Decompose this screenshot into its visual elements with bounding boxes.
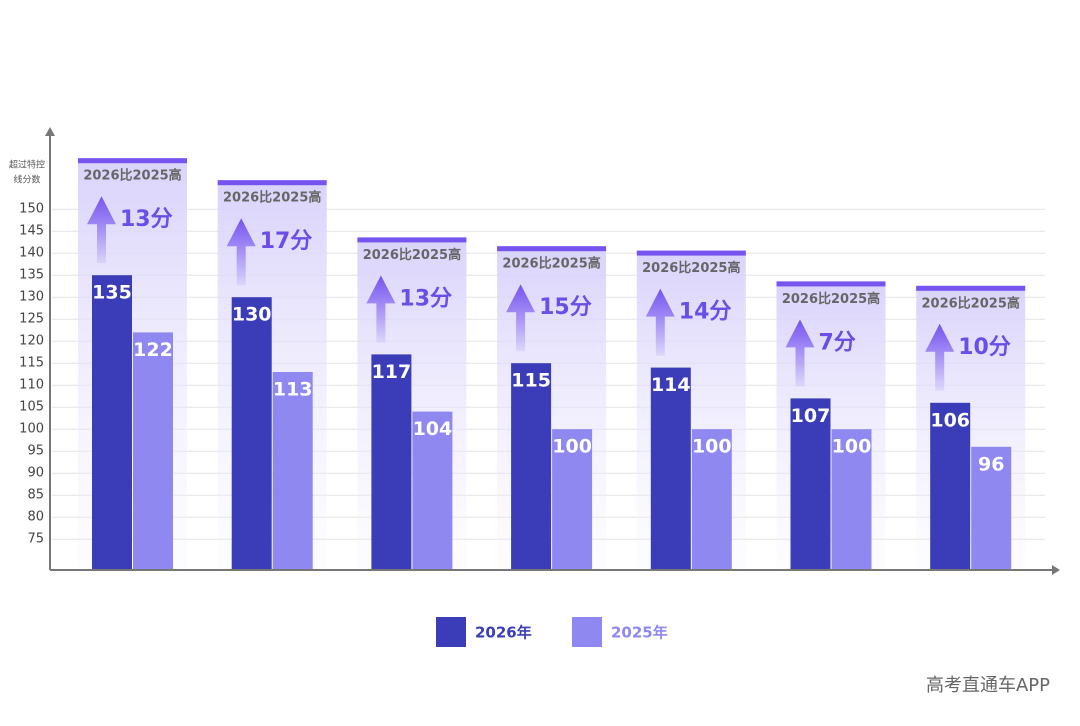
y-tick-label: 130 [19,290,44,305]
y-tick-label: 110 [19,378,44,393]
group-cap [497,246,607,252]
bar [790,398,831,569]
bar [231,297,272,569]
bar [92,275,132,569]
gap-arrow [925,323,955,391]
y-tick-label: 120 [19,334,44,349]
annotation: 2026比2025高 [363,247,461,263]
gap-arrow [226,218,256,286]
data-label: 107 [791,405,831,427]
bar [272,372,313,569]
gap-arrow [366,275,396,343]
watermark: 高考直通车APP [926,675,1050,696]
y-axis-arrow [45,127,55,136]
gap-label: 10分 [958,335,1011,360]
data-label: 104 [413,418,453,440]
annotation: 2026比2025高 [223,190,321,206]
data-label: 117 [372,361,412,383]
gap-arrow [506,284,536,352]
y-tick-label: 150 [19,202,44,217]
bar [691,429,732,569]
bar [511,363,552,569]
data-label: 100 [692,436,732,458]
group-cap [357,237,467,243]
annotation: 2026比2025高 [782,291,880,307]
bar [930,402,971,569]
gap-label: 17分 [260,229,313,254]
group-cap [636,250,746,256]
legend-label: 2025年 [611,624,668,642]
bar [552,429,593,569]
group-cap [217,180,327,186]
data-label: 100 [832,436,872,458]
annotation: 2026比2025高 [642,260,740,276]
annotation: 2026比2025高 [83,168,181,184]
gap-label: 14分 [679,300,732,325]
gap-label: 15分 [539,295,592,320]
group-cap [78,158,187,164]
y-tick-label: 80 [27,510,44,525]
x-axis-arrow [1052,565,1060,575]
y-tick-label: 90 [27,466,44,481]
bar [971,446,1012,569]
data-label: 122 [133,339,173,361]
y-tick-label: 75 [27,532,44,547]
y-tick-label: 100 [19,422,44,437]
gap-arrow [785,319,815,387]
y-axis-title: 线分数 [13,174,40,186]
y-tick-label: 85 [27,488,44,503]
data-label: 130 [232,304,272,326]
data-label: 115 [511,370,551,392]
y-tick-label: 95 [27,444,44,459]
legend-swatch [572,617,602,647]
gap-label: 13分 [120,207,173,232]
data-label: 114 [651,374,691,396]
data-label: 113 [273,379,313,401]
bar [831,429,872,569]
bar [371,354,412,569]
group-cap [776,281,886,287]
gap-arrow [645,288,675,356]
y-tick-label: 125 [19,312,44,327]
data-label: 96 [978,453,1004,475]
y-tick-label: 140 [19,246,44,261]
annotation: 2026比2025高 [922,295,1020,311]
data-label: 100 [552,436,592,458]
group-cap [916,285,1026,291]
y-tick-label: 115 [19,356,44,371]
gap-label: 13分 [399,286,452,311]
gap-label: 7分 [819,330,856,355]
legend-swatch [436,617,466,647]
data-label: 106 [930,409,970,431]
legend-label: 2026年 [475,624,532,642]
annotation: 2026比2025高 [502,256,600,272]
y-tick-label: 105 [19,400,44,415]
y-axis-title: 超过特控 [9,159,45,171]
data-label: 135 [92,282,132,304]
y-tick-label: 135 [19,268,44,283]
y-tick-label: 145 [19,224,44,239]
gap-arrow [87,196,116,264]
bar [412,411,453,569]
bar [650,367,691,569]
bar [133,332,173,569]
